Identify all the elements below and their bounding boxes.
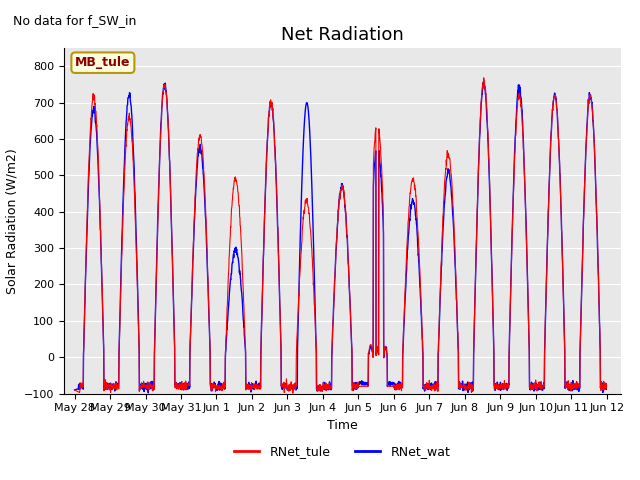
- RNet_tule: [480, 75, 488, 81]
- RNet_tule: [356, 384, 364, 389]
- Line: RNet_tule: RNet_tule: [75, 78, 606, 393]
- RNet_tule: [556, 171, 564, 177]
- RNet_wat: [602, 383, 610, 389]
- RNet_wat: [220, 383, 227, 389]
- RNet_wat: [145, 390, 152, 396]
- X-axis label: Time: Time: [327, 419, 358, 432]
- RNet_tule: [289, 390, 297, 396]
- RNet_wat: [356, 379, 364, 384]
- RNet_wat: [367, 346, 375, 352]
- RNet_wat: [571, 384, 579, 389]
- RNet_tule: [602, 385, 610, 391]
- RNet_wat: [479, 80, 487, 85]
- RNet_wat: [71, 387, 79, 393]
- RNet_tule: [219, 381, 227, 387]
- RNet_wat: [556, 169, 564, 175]
- Title: Net Radiation: Net Radiation: [281, 25, 404, 44]
- RNet_tule: [367, 343, 375, 348]
- Line: RNet_wat: RNet_wat: [75, 83, 606, 393]
- Y-axis label: Solar Radiation (W/m2): Solar Radiation (W/m2): [5, 148, 19, 294]
- Legend: RNet_tule, RNet_wat: RNet_tule, RNet_wat: [230, 440, 455, 463]
- Text: No data for f_SW_in: No data for f_SW_in: [13, 14, 136, 27]
- RNet_tule: [571, 381, 579, 387]
- RNet_wat: [495, 383, 503, 389]
- RNet_tule: [71, 387, 79, 393]
- Text: MB_tule: MB_tule: [75, 56, 131, 69]
- RNet_tule: [495, 383, 503, 389]
